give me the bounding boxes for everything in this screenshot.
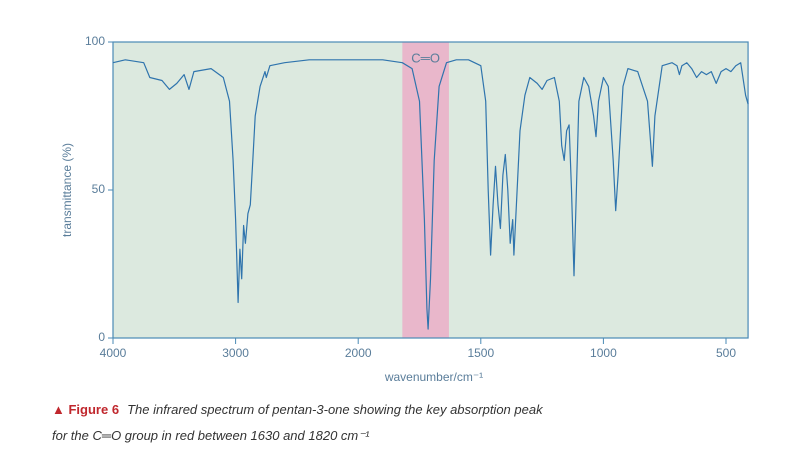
caption-line: ▲ Figure 6 The infrared spectrum of penta… xyxy=(52,402,543,417)
highlight-band xyxy=(402,42,449,338)
x-tick-label: 2000 xyxy=(345,346,372,360)
x-tick-label: 500 xyxy=(716,346,736,360)
caption-text: The infrared spectrum of pentan-3-one sh… xyxy=(127,402,543,417)
y-tick-label: 50 xyxy=(92,182,106,196)
y-axis-label: transmittance (%) xyxy=(60,143,74,237)
x-tick-label: 1000 xyxy=(590,346,617,360)
y-tick-label: 0 xyxy=(98,330,105,344)
y-tick-label: 100 xyxy=(85,34,105,48)
spectrum-line xyxy=(112,59,749,330)
x-tick-label: 3000 xyxy=(222,346,249,360)
x-tick-label: 4000 xyxy=(100,346,127,360)
chart: wavenumber/cm⁻¹ transmittance (%) C═O 0 50… xyxy=(60,34,749,384)
x-axis-label: wavenumber/cm⁻¹ xyxy=(384,370,483,384)
figure-label: Figure 6 xyxy=(68,402,120,417)
highlight-label: C═O xyxy=(411,50,440,65)
x-tick-label: 1500 xyxy=(467,346,494,360)
caption-text: for the C═O group in red between 1630 an… xyxy=(52,428,370,443)
